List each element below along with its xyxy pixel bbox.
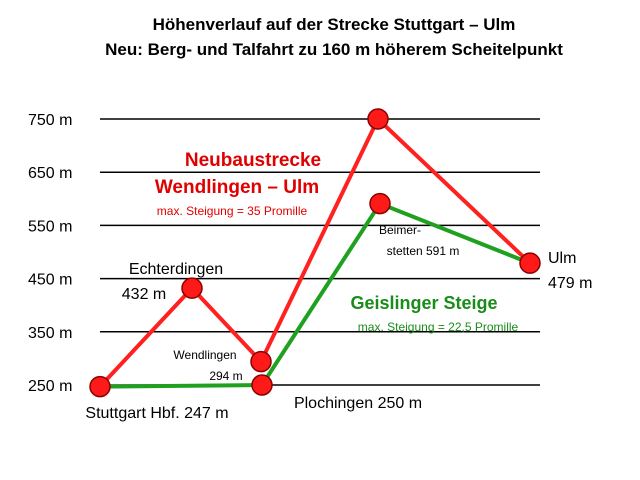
- label-stuttgart: Stuttgart Hbf. 247 m: [85, 405, 228, 422]
- label-ulm-name: Ulm: [548, 250, 576, 267]
- point-marker-wendlingen: [250, 350, 272, 373]
- series-line-geislinger-steige: [99, 201, 531, 389]
- point-marker-beimerstetten: [369, 192, 391, 215]
- y-axis-ticks: 750 m 650 m 550 m 450 m 350 m 250 m: [28, 112, 72, 395]
- label-ulm-value: 479 m: [548, 275, 592, 292]
- point-marker-stuttgart-hbf-: [89, 375, 111, 398]
- series-label-geislinger: Geislinger Steige: [350, 293, 497, 313]
- label-echterdingen-value: 432 m: [122, 286, 166, 303]
- y-tick-label: 750 m: [28, 112, 72, 129]
- series-markers: [89, 108, 541, 398]
- chart-title: Höhenverlauf auf der Strecke Stuttgart –…: [153, 15, 516, 34]
- chart-subtitle: Neu: Berg- und Talfahrt zu 160 m höherem…: [105, 40, 563, 59]
- point-marker-scheitelpunkt: [367, 108, 389, 130]
- y-tick-label: 350 m: [28, 325, 72, 342]
- label-echterdingen-name: Echterdingen: [129, 261, 223, 278]
- point-marker-ulm: [519, 252, 541, 274]
- point-marker-plochingen: [251, 374, 273, 396]
- label-beimerstetten-line1: Beimer-: [379, 223, 421, 237]
- y-tick-label: 450 m: [28, 272, 72, 289]
- label-beimerstetten-line2: stetten 591 m: [387, 244, 460, 258]
- label-wendlingen-value: 294 m: [209, 369, 242, 383]
- y-tick-label: 650 m: [28, 165, 72, 182]
- series-subtitle-geislinger: max. Steigung = 22,5 Promille: [358, 320, 519, 334]
- label-plochingen: Plochingen 250 m: [294, 395, 422, 412]
- y-tick-label: 550 m: [28, 218, 72, 235]
- series-label-neubaustrecke-line1: Neubaustrecke: [185, 150, 321, 171]
- y-tick-label: 250 m: [28, 378, 72, 395]
- series-label-neubaustrecke-line2: Wendlingen – Ulm: [155, 177, 319, 198]
- point-marker-echterdingen: [181, 277, 203, 299]
- series-subtitle-neubaustrecke: max. Steigung = 35 Promille: [157, 204, 308, 218]
- label-wendlingen-name: Wendlingen: [173, 348, 236, 362]
